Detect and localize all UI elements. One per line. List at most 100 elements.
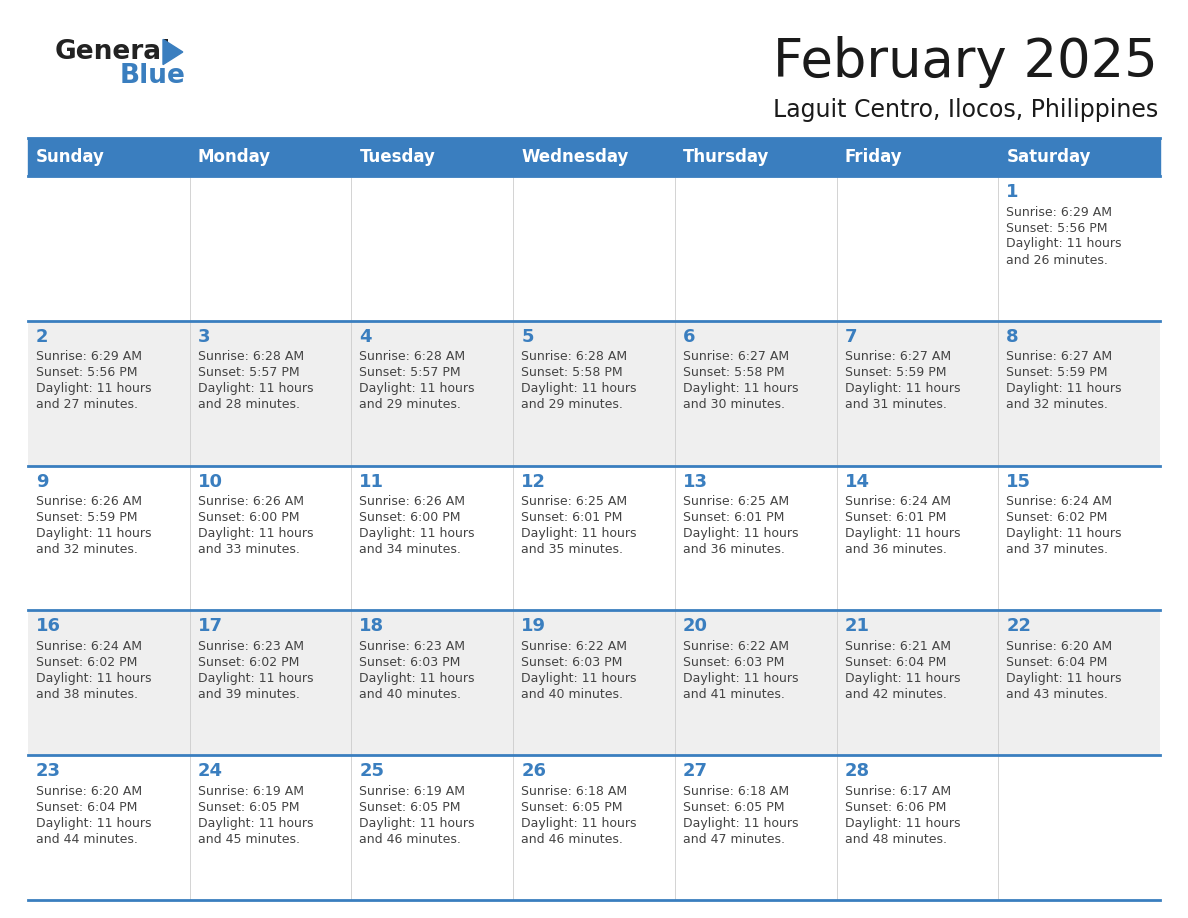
Text: Daylight: 11 hours: Daylight: 11 hours <box>683 672 798 685</box>
Text: Daylight: 11 hours: Daylight: 11 hours <box>522 672 637 685</box>
Text: Daylight: 11 hours: Daylight: 11 hours <box>360 672 475 685</box>
Text: Sunset: 5:57 PM: Sunset: 5:57 PM <box>197 366 299 379</box>
Bar <box>29 465 1159 610</box>
Text: Sunrise: 6:28 AM: Sunrise: 6:28 AM <box>522 351 627 364</box>
Text: Sunset: 5:58 PM: Sunset: 5:58 PM <box>522 366 623 379</box>
Text: 20: 20 <box>683 618 708 635</box>
Text: Daylight: 11 hours: Daylight: 11 hours <box>197 382 314 396</box>
Bar <box>29 138 1159 176</box>
Text: Sunset: 6:05 PM: Sunset: 6:05 PM <box>197 800 299 813</box>
Text: Sunrise: 6:26 AM: Sunrise: 6:26 AM <box>36 495 143 508</box>
Text: Friday: Friday <box>845 148 902 166</box>
Text: Daylight: 11 hours: Daylight: 11 hours <box>845 817 960 830</box>
Bar <box>29 176 1159 320</box>
Text: Daylight: 11 hours: Daylight: 11 hours <box>36 382 152 396</box>
Text: 24: 24 <box>197 762 222 780</box>
Text: Sunset: 6:03 PM: Sunset: 6:03 PM <box>522 655 623 669</box>
Text: Daylight: 11 hours: Daylight: 11 hours <box>1006 238 1121 251</box>
Text: Sunset: 6:02 PM: Sunset: 6:02 PM <box>1006 511 1107 524</box>
Text: and 30 minutes.: and 30 minutes. <box>683 398 785 411</box>
Text: and 28 minutes.: and 28 minutes. <box>197 398 299 411</box>
Text: Sunset: 6:00 PM: Sunset: 6:00 PM <box>360 511 461 524</box>
Text: Sunset: 6:05 PM: Sunset: 6:05 PM <box>683 800 784 813</box>
Text: Sunrise: 6:28 AM: Sunrise: 6:28 AM <box>197 351 304 364</box>
Text: Sunrise: 6:23 AM: Sunrise: 6:23 AM <box>197 640 304 653</box>
Text: and 29 minutes.: and 29 minutes. <box>360 398 461 411</box>
Text: 27: 27 <box>683 762 708 780</box>
Text: Sunset: 6:03 PM: Sunset: 6:03 PM <box>683 655 784 669</box>
Text: Sunset: 6:02 PM: Sunset: 6:02 PM <box>197 655 299 669</box>
Text: Daylight: 11 hours: Daylight: 11 hours <box>1006 382 1121 396</box>
Text: 15: 15 <box>1006 473 1031 490</box>
Text: 2: 2 <box>36 328 49 346</box>
Text: Daylight: 11 hours: Daylight: 11 hours <box>683 817 798 830</box>
Text: Sunrise: 6:18 AM: Sunrise: 6:18 AM <box>683 785 789 798</box>
Text: 6: 6 <box>683 328 695 346</box>
Text: Sunrise: 6:19 AM: Sunrise: 6:19 AM <box>197 785 304 798</box>
Text: Daylight: 11 hours: Daylight: 11 hours <box>845 527 960 540</box>
Text: Sunset: 6:06 PM: Sunset: 6:06 PM <box>845 800 946 813</box>
Text: Sunrise: 6:24 AM: Sunrise: 6:24 AM <box>36 640 143 653</box>
Text: Sunset: 6:03 PM: Sunset: 6:03 PM <box>360 655 461 669</box>
Text: 3: 3 <box>197 328 210 346</box>
Text: Sunset: 6:01 PM: Sunset: 6:01 PM <box>683 511 784 524</box>
Text: Sunset: 6:04 PM: Sunset: 6:04 PM <box>845 655 946 669</box>
Text: Daylight: 11 hours: Daylight: 11 hours <box>522 817 637 830</box>
Text: 19: 19 <box>522 618 546 635</box>
Text: Daylight: 11 hours: Daylight: 11 hours <box>360 382 475 396</box>
Text: Daylight: 11 hours: Daylight: 11 hours <box>197 527 314 540</box>
Text: and 44 minutes.: and 44 minutes. <box>36 833 138 845</box>
Text: 16: 16 <box>36 618 61 635</box>
Text: Sunrise: 6:24 AM: Sunrise: 6:24 AM <box>1006 495 1112 508</box>
Text: Daylight: 11 hours: Daylight: 11 hours <box>1006 527 1121 540</box>
Text: Daylight: 11 hours: Daylight: 11 hours <box>845 382 960 396</box>
Text: and 43 minutes.: and 43 minutes. <box>1006 688 1108 701</box>
Text: Daylight: 11 hours: Daylight: 11 hours <box>522 527 637 540</box>
Text: Sunset: 6:05 PM: Sunset: 6:05 PM <box>522 800 623 813</box>
Text: Sunrise: 6:22 AM: Sunrise: 6:22 AM <box>683 640 789 653</box>
Text: 5: 5 <box>522 328 533 346</box>
Text: Sunset: 6:04 PM: Sunset: 6:04 PM <box>36 800 138 813</box>
Text: Sunset: 6:01 PM: Sunset: 6:01 PM <box>522 511 623 524</box>
Text: 25: 25 <box>360 762 385 780</box>
Text: and 32 minutes.: and 32 minutes. <box>1006 398 1108 411</box>
Text: and 36 minutes.: and 36 minutes. <box>845 543 947 556</box>
Text: and 48 minutes.: and 48 minutes. <box>845 833 947 845</box>
Text: Sunrise: 6:20 AM: Sunrise: 6:20 AM <box>1006 640 1112 653</box>
Text: Monday: Monday <box>197 148 271 166</box>
Text: Sunrise: 6:25 AM: Sunrise: 6:25 AM <box>522 495 627 508</box>
Text: 8: 8 <box>1006 328 1019 346</box>
Text: 23: 23 <box>36 762 61 780</box>
Text: Daylight: 11 hours: Daylight: 11 hours <box>845 672 960 685</box>
Text: and 26 minutes.: and 26 minutes. <box>1006 253 1108 266</box>
Bar <box>29 610 1159 756</box>
Text: and 34 minutes.: and 34 minutes. <box>360 543 461 556</box>
Text: 11: 11 <box>360 473 385 490</box>
Text: and 37 minutes.: and 37 minutes. <box>1006 543 1108 556</box>
Text: and 36 minutes.: and 36 minutes. <box>683 543 785 556</box>
Text: Sunrise: 6:20 AM: Sunrise: 6:20 AM <box>36 785 143 798</box>
Text: Sunrise: 6:18 AM: Sunrise: 6:18 AM <box>522 785 627 798</box>
Text: Sunrise: 6:19 AM: Sunrise: 6:19 AM <box>360 785 466 798</box>
Text: Daylight: 11 hours: Daylight: 11 hours <box>683 527 798 540</box>
Text: and 41 minutes.: and 41 minutes. <box>683 688 785 701</box>
Text: Sunrise: 6:23 AM: Sunrise: 6:23 AM <box>360 640 466 653</box>
Text: 17: 17 <box>197 618 222 635</box>
Text: Tuesday: Tuesday <box>360 148 435 166</box>
Text: Sunset: 5:56 PM: Sunset: 5:56 PM <box>36 366 138 379</box>
Text: 22: 22 <box>1006 618 1031 635</box>
Text: Sunrise: 6:22 AM: Sunrise: 6:22 AM <box>522 640 627 653</box>
Text: and 46 minutes.: and 46 minutes. <box>360 833 461 845</box>
Text: and 32 minutes.: and 32 minutes. <box>36 543 138 556</box>
Text: Sunrise: 6:29 AM: Sunrise: 6:29 AM <box>36 351 143 364</box>
Text: 4: 4 <box>360 328 372 346</box>
Text: Sunset: 5:59 PM: Sunset: 5:59 PM <box>1006 366 1107 379</box>
Text: and 40 minutes.: and 40 minutes. <box>522 688 624 701</box>
Text: 1: 1 <box>1006 183 1019 201</box>
Text: Daylight: 11 hours: Daylight: 11 hours <box>197 817 314 830</box>
Polygon shape <box>163 39 183 64</box>
Text: Saturday: Saturday <box>1006 148 1091 166</box>
Text: 13: 13 <box>683 473 708 490</box>
Text: Sunset: 5:59 PM: Sunset: 5:59 PM <box>36 511 138 524</box>
Text: Sunrise: 6:27 AM: Sunrise: 6:27 AM <box>845 351 950 364</box>
